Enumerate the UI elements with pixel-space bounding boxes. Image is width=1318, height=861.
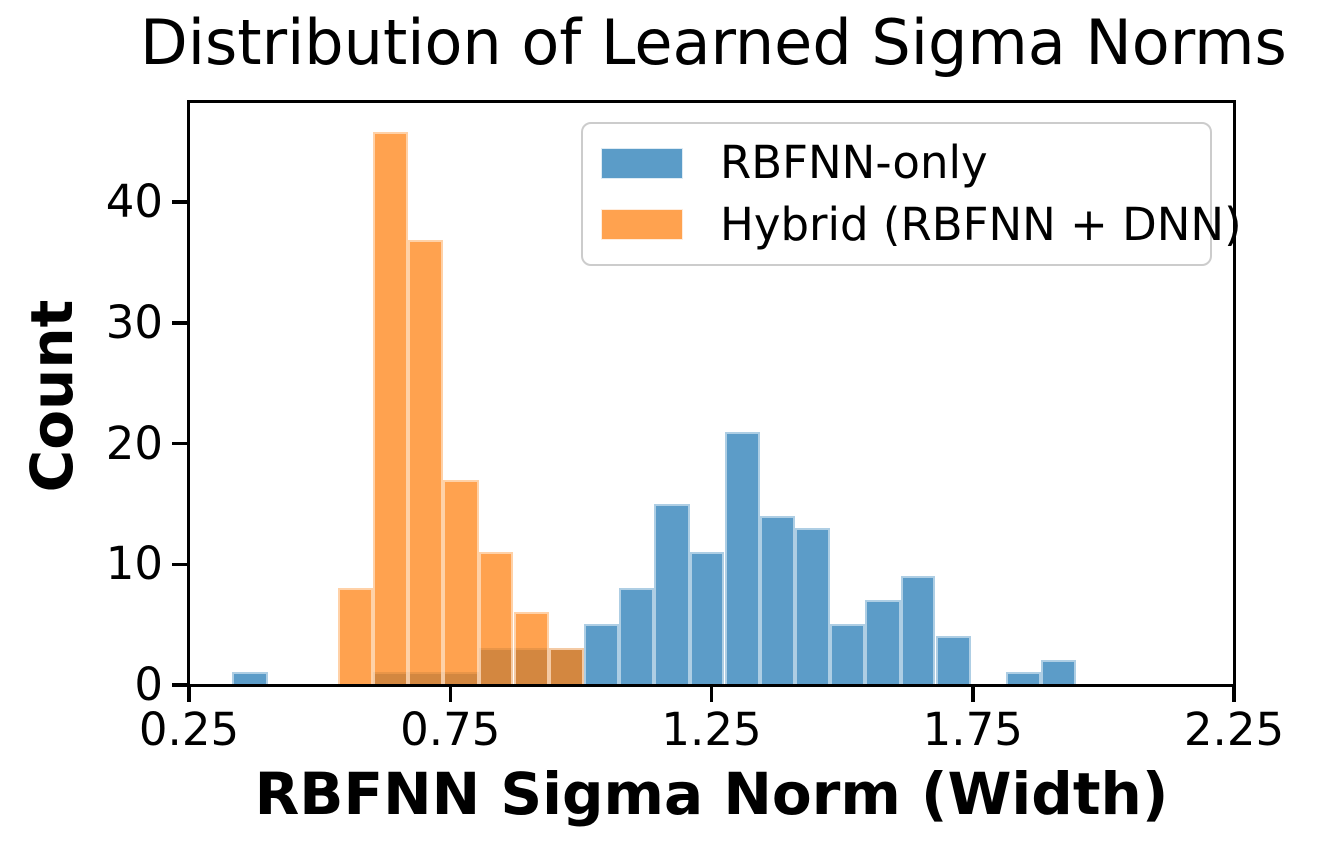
y-tick-mark	[172, 321, 187, 325]
legend-entry-rbfnn-only: RBFNN-only	[601, 137, 1210, 189]
histogram-bar-rbfnn-only	[900, 575, 936, 684]
x-tick-mark	[709, 687, 714, 702]
histogram-bar-hybrid	[478, 551, 514, 684]
histogram-bar-rbfnn-only	[689, 551, 725, 684]
y-axis-label: Count	[18, 299, 86, 493]
histogram-bar-rbfnn-only	[724, 431, 760, 684]
histogram-bar-rbfnn-only	[794, 527, 831, 684]
x-axis-label: RBFNN Sigma Norm (Width)	[254, 760, 1169, 828]
histogram-bar-hybrid	[549, 648, 584, 684]
y-tick-label: 30	[105, 295, 163, 349]
histogram-bar-rbfnn-only	[760, 515, 795, 684]
legend-label-rbfnn-only: RBFNN-only	[720, 136, 988, 190]
x-tick-label: 0.75	[400, 703, 501, 756]
legend: RBFNN-only Hybrid (RBFNN + DNN)	[581, 122, 1242, 266]
y-tick-mark	[172, 441, 187, 446]
x-tick-label: 1.75	[922, 703, 1023, 756]
histogram-bar-rbfnn-only	[619, 587, 655, 684]
histogram-bar-hybrid	[443, 479, 479, 684]
histogram-bar-rbfnn-only	[1041, 660, 1077, 684]
legend-swatch-rbfnn-only	[601, 147, 683, 179]
legend-swatch-hybrid	[601, 209, 683, 241]
histogram-bar-rbfnn-only	[583, 624, 620, 684]
x-tick-mark	[971, 687, 975, 702]
y-tick-mark	[172, 200, 187, 204]
legend-label-hybrid: Hybrid (RBFNN + DNN)	[720, 197, 1242, 251]
histogram-bar-hybrid	[513, 612, 549, 684]
y-tick-mark	[172, 683, 187, 687]
series-hybrid-layer	[190, 103, 1233, 684]
histogram-bar-rbfnn-only	[865, 599, 901, 684]
y-tick-label: 20	[105, 416, 163, 470]
histogram-bar-rbfnn-only	[654, 503, 690, 684]
legend-entry-hybrid: Hybrid (RBFNN + DNN)	[601, 198, 1242, 251]
x-tick-label: 2.25	[1183, 703, 1285, 756]
histogram-bar-rbfnn-only	[830, 624, 866, 684]
histogram-bar-hybrid	[372, 131, 409, 684]
histogram-bar-rbfnn-only	[935, 636, 971, 684]
chart-title: Distribution of Learned Sigma Norms	[140, 6, 1287, 79]
x-tick-label: 1.25	[661, 703, 762, 756]
histogram-bar-rbfnn-only	[232, 672, 268, 684]
y-tick-label: 40	[105, 175, 163, 229]
histogram-bar-rbfnn-only	[1005, 672, 1042, 684]
histogram-bar-hybrid	[408, 239, 444, 684]
y-tick-label: 10	[105, 537, 163, 591]
histogram-bar-hybrid	[338, 587, 373, 684]
x-tick-mark	[187, 687, 191, 702]
x-tick-mark	[448, 687, 452, 702]
y-tick-mark	[172, 562, 187, 567]
x-tick-mark	[1232, 687, 1236, 702]
y-tick-label: 0	[134, 658, 163, 711]
x-tick-label: 0.25	[138, 703, 240, 756]
